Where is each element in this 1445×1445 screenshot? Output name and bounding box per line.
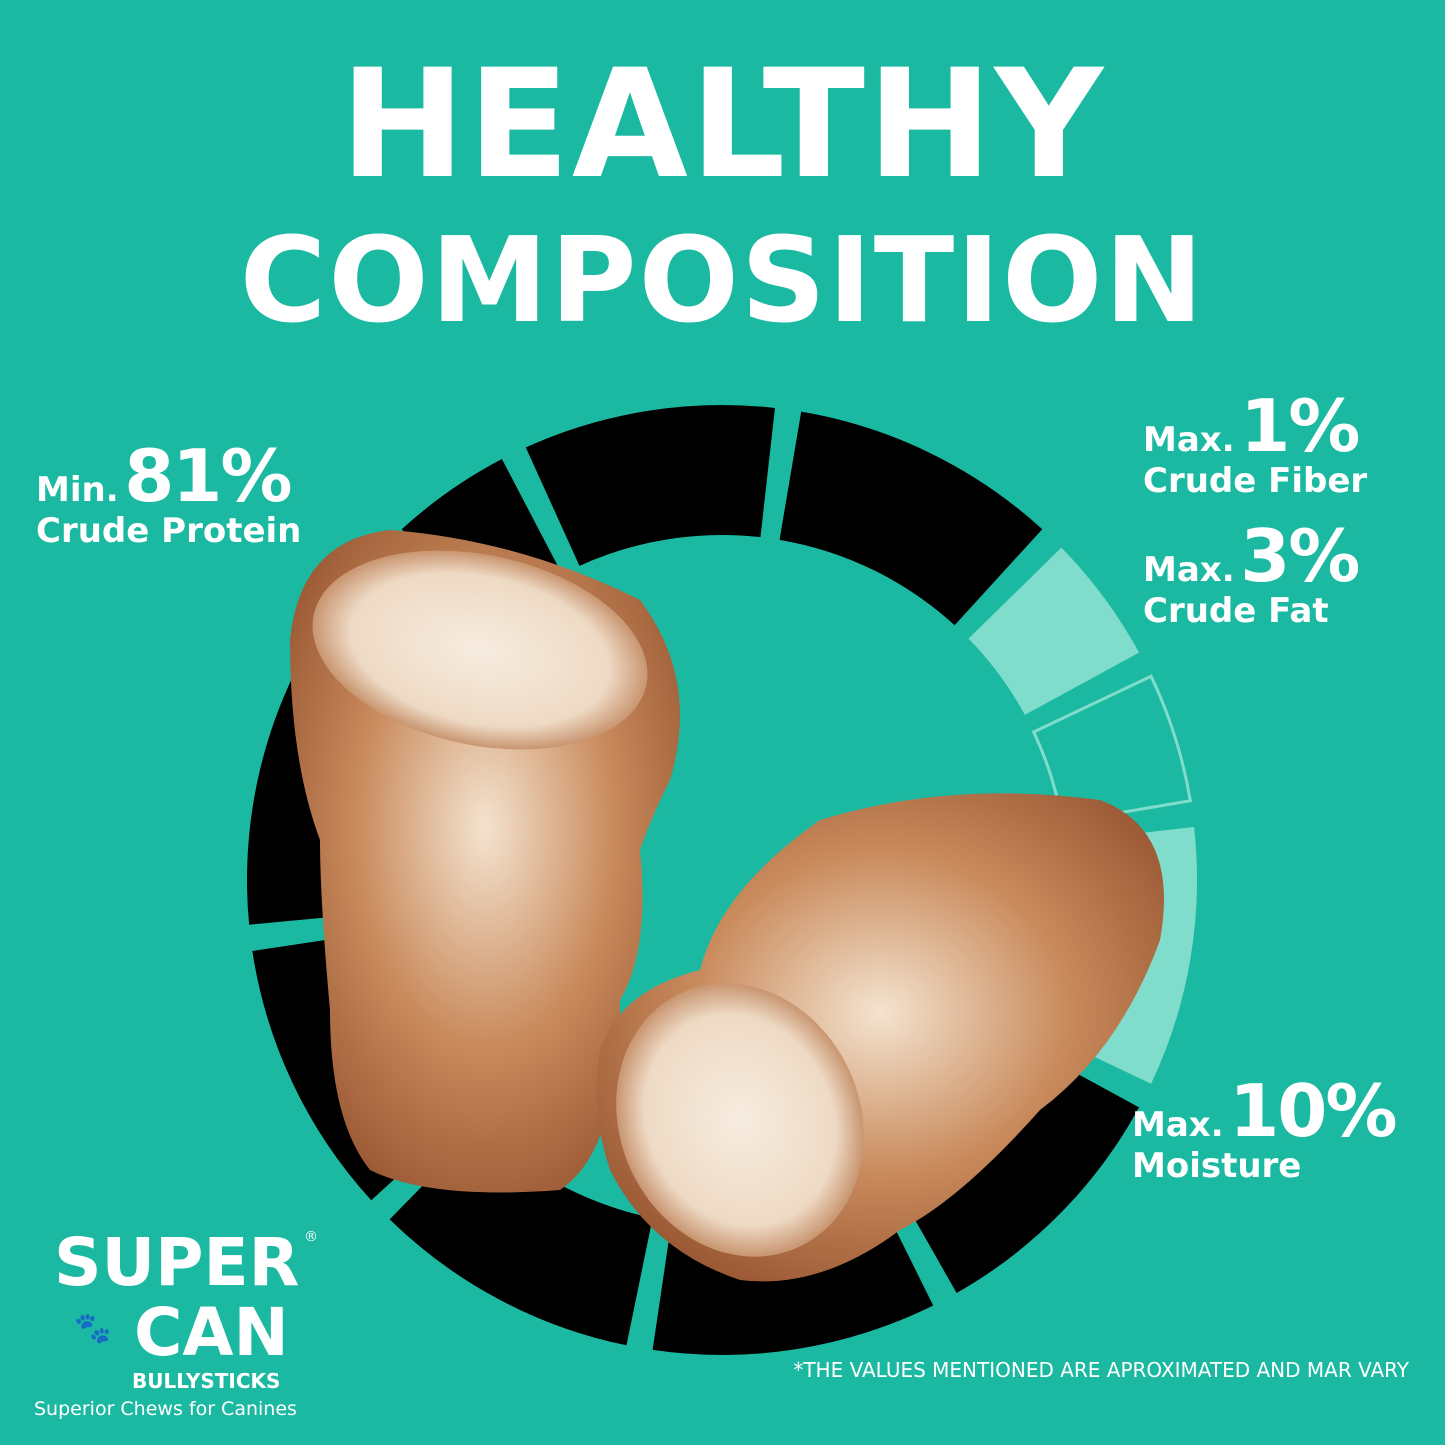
logo-super: SUPER bbox=[54, 1224, 300, 1301]
ring-segment bbox=[892, 1045, 1140, 1294]
stat-value: 10% bbox=[1229, 1069, 1397, 1153]
stat-label: Crude Protein bbox=[36, 511, 302, 551]
ring-segment bbox=[1031, 674, 1193, 825]
ring-segment bbox=[525, 405, 775, 566]
stat-label: Moisture bbox=[1132, 1146, 1302, 1186]
stat-moisture: Max. 10% Moisture bbox=[1132, 1075, 1398, 1186]
footnote: *THE VALUES MENTIONED ARE APROXIMATED AN… bbox=[793, 1358, 1409, 1382]
chew-roll-cut bbox=[616, 983, 864, 1257]
stat-prefix: Max. bbox=[1143, 550, 1235, 590]
chew-stack-cut bbox=[312, 550, 648, 750]
paw-icon: 🐾 bbox=[74, 1311, 112, 1346]
ring-segment bbox=[968, 547, 1140, 715]
stat-fiber: Max. 1% Crude Fiber bbox=[1143, 390, 1367, 498]
logo-can: CAN bbox=[134, 1294, 289, 1371]
ring-segment bbox=[779, 411, 1043, 626]
stat-value: 3% bbox=[1240, 514, 1360, 598]
title-composition: COMPOSITION bbox=[239, 211, 1206, 349]
stat-label: Crude Fat bbox=[1143, 591, 1329, 631]
stat-value: 81% bbox=[124, 434, 292, 518]
product-photo bbox=[290, 530, 1164, 1282]
brand-logo: SUPER ® 🐾 CAN BULLYSTICKS Superior Chews… bbox=[34, 1230, 354, 1430]
stat-prefix: Max. bbox=[1132, 1105, 1224, 1145]
stat-prefix: Min. bbox=[36, 470, 119, 510]
logo-tagline: Superior Chews for Canines bbox=[34, 1398, 297, 1420]
stat-protein: Min. 81% Crude Protein bbox=[36, 440, 301, 548]
stat-prefix: Max. bbox=[1143, 420, 1235, 460]
logo-registered: ® bbox=[304, 1229, 318, 1245]
stat-fat: Max. 3% Crude Fat bbox=[1143, 520, 1360, 631]
logo-bullysticks: BULLYSTICKS bbox=[132, 1369, 281, 1393]
title-healthy: HEALTHY bbox=[339, 38, 1106, 212]
stat-label: Crude Fiber bbox=[1143, 461, 1368, 501]
stat-value: 1% bbox=[1240, 384, 1360, 468]
